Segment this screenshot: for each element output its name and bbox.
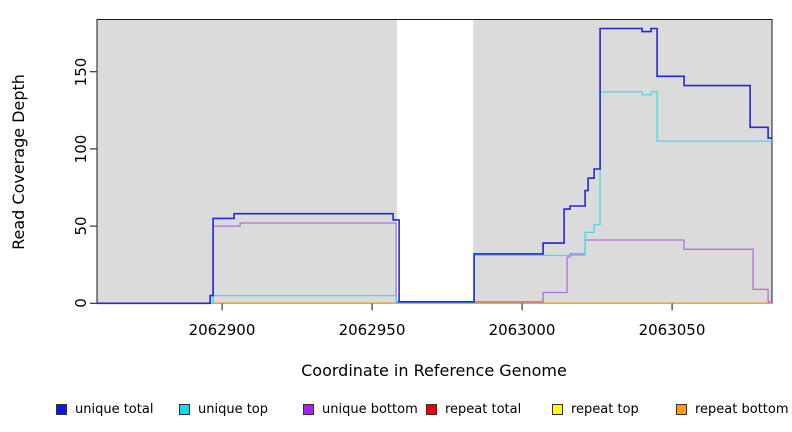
repeat-bottom-swatch-icon <box>676 403 687 415</box>
y-tick-label: 0 <box>72 298 90 308</box>
legend-item-repeat-total: repeat total <box>426 397 521 421</box>
legend-item-unique-total: unique total <box>56 397 153 421</box>
shaded-region <box>473 19 772 304</box>
x-tick-label: 2063050 <box>639 321 706 339</box>
legend-label: repeat total <box>445 401 522 417</box>
repeat-total-swatch-icon <box>426 403 437 415</box>
legend-item-unique-bottom: unique bottom <box>303 397 418 421</box>
legend-item-unique-top: unique top <box>179 397 268 421</box>
series-unique-top <box>97 91 772 304</box>
legend-label: unique top <box>198 401 269 417</box>
y-tick-label: 50 <box>72 216 90 235</box>
legend-item-repeat-bottom: repeat bottom <box>676 397 789 421</box>
x-axis-title: Coordinate in Reference Genome <box>301 361 567 380</box>
legend-label: unique bottom <box>322 401 418 417</box>
repeat-top-swatch-icon <box>552 403 563 415</box>
x-tick-label: 2062950 <box>339 321 406 339</box>
shaded-region <box>97 19 397 304</box>
plot-area <box>90 19 773 311</box>
x-tick-label: 2063000 <box>489 321 556 339</box>
legend-item-repeat-top: repeat top <box>552 397 639 421</box>
chart-legend: unique total unique top unique bottom re… <box>0 397 792 421</box>
legend-label: repeat top <box>571 401 639 417</box>
y-tick-label: 100 <box>72 135 90 164</box>
y-axis-title: Read Coverage Depth <box>9 74 28 250</box>
x-tick-label: 2062900 <box>189 321 256 339</box>
series-unique-bottom <box>97 222 772 304</box>
series-unique-total <box>97 27 772 305</box>
y-tick-label: 150 <box>72 58 90 87</box>
legend-label: repeat bottom <box>695 401 789 417</box>
legend-label: unique total <box>75 401 154 417</box>
unique-top-swatch-icon <box>179 403 190 415</box>
unique-total-swatch-icon <box>56 403 67 415</box>
unique-bottom-swatch-icon <box>303 403 314 415</box>
